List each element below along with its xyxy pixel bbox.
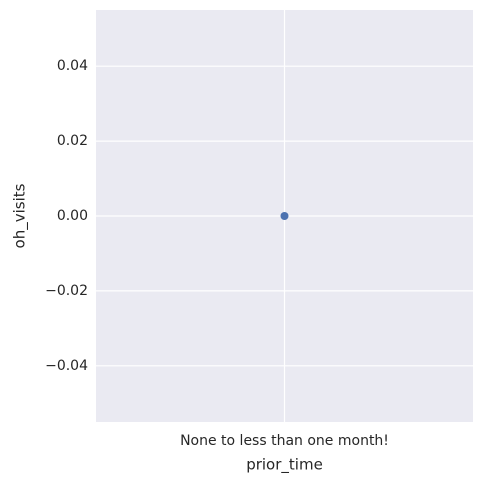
y-tick-label: −0.02 bbox=[45, 283, 88, 299]
point bbox=[280, 212, 289, 220]
x-axis-label: prior_time bbox=[246, 456, 323, 475]
y-tick-label: −0.04 bbox=[45, 358, 88, 374]
y-tick-label: 0.04 bbox=[57, 58, 88, 74]
y-tick-label: 0.00 bbox=[57, 208, 88, 224]
x-tick-label: None to less than one month! bbox=[180, 433, 389, 449]
y-axis-label: oh_visits bbox=[11, 183, 30, 248]
y-tick-label: 0.02 bbox=[57, 133, 88, 149]
